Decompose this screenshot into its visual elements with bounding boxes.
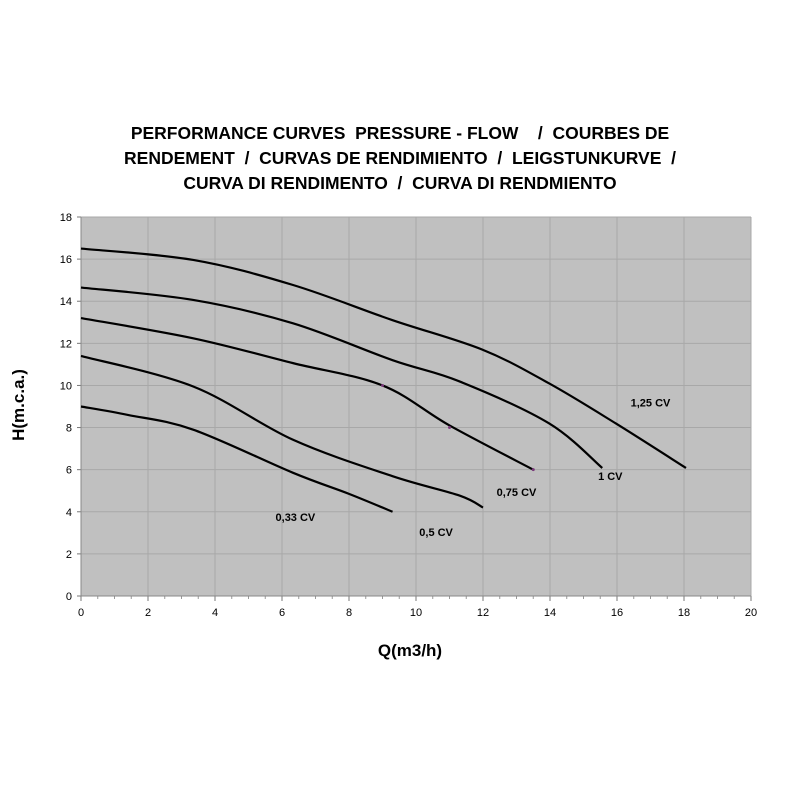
x-tick-label: 18 bbox=[678, 607, 690, 619]
curve-label-0-5-cv: 0,5 CV bbox=[419, 527, 453, 539]
y-tick-label: 6 bbox=[66, 465, 72, 477]
data-marker bbox=[531, 468, 535, 472]
curve-label-0-75-cv: 0,75 CV bbox=[497, 487, 537, 499]
x-axis-label: Q(m3/h) bbox=[378, 641, 442, 660]
x-tick-label: 14 bbox=[544, 607, 556, 619]
curve-1-25-cv bbox=[80, 247, 687, 469]
curve-1-cv bbox=[80, 286, 603, 469]
chart-title: PERFORMANCE CURVES PRESSURE - FLOW / COU… bbox=[0, 121, 800, 196]
y-tick-label: 10 bbox=[60, 380, 72, 392]
chart-title-line-2: RENDEMENT / CURVAS DE RENDIMIENTO / LEIG… bbox=[124, 148, 676, 168]
y-tick-label: 16 bbox=[60, 254, 72, 266]
curve-label-0-33-cv: 0,33 CV bbox=[276, 512, 316, 524]
y-tick-label: 8 bbox=[66, 423, 72, 435]
y-tick-label: 12 bbox=[60, 338, 72, 350]
data-marker bbox=[448, 426, 451, 430]
x-tick-label: 6 bbox=[279, 607, 285, 619]
data-marker bbox=[381, 383, 384, 387]
curve-label-1-cv: 1 CV bbox=[598, 471, 623, 483]
x-tick-label: 4 bbox=[212, 607, 218, 619]
y-tick-label: 2 bbox=[66, 549, 72, 561]
y-tick-label: 4 bbox=[66, 507, 72, 519]
y-axis-label: H(m.c.a.) bbox=[9, 369, 28, 441]
chart-title-line-3: CURVA DI RENDIMENTO / CURVA DI RENDMIENT… bbox=[183, 173, 617, 193]
y-tick-label: 18 bbox=[60, 212, 72, 224]
chart-title-line-1: PERFORMANCE CURVES PRESSURE - FLOW / COU… bbox=[130, 123, 670, 143]
x-tick-label: 2 bbox=[145, 607, 151, 619]
curve-label-1-25-cv: 1,25 CV bbox=[631, 397, 671, 409]
x-tick-label: 20 bbox=[745, 607, 757, 619]
curve-0-75-cv bbox=[80, 316, 534, 471]
x-tick-label: 16 bbox=[611, 607, 623, 619]
curve-0-33-cv bbox=[80, 405, 393, 513]
curve-0-5-cv bbox=[80, 354, 484, 509]
x-tick-label: 12 bbox=[477, 607, 489, 619]
x-tick-label: 10 bbox=[410, 607, 422, 619]
y-tick-label: 14 bbox=[60, 296, 72, 308]
plot-group: 0 2 4 6 8 10 12 14 16 18 20 0 2 4 6 8 10 12 14 16 18 0,33 CV 0… bbox=[60, 212, 757, 619]
y-tick-label: 0 bbox=[66, 591, 72, 603]
x-tick-label: 0 bbox=[78, 607, 84, 619]
x-tick-label: 8 bbox=[346, 607, 352, 619]
